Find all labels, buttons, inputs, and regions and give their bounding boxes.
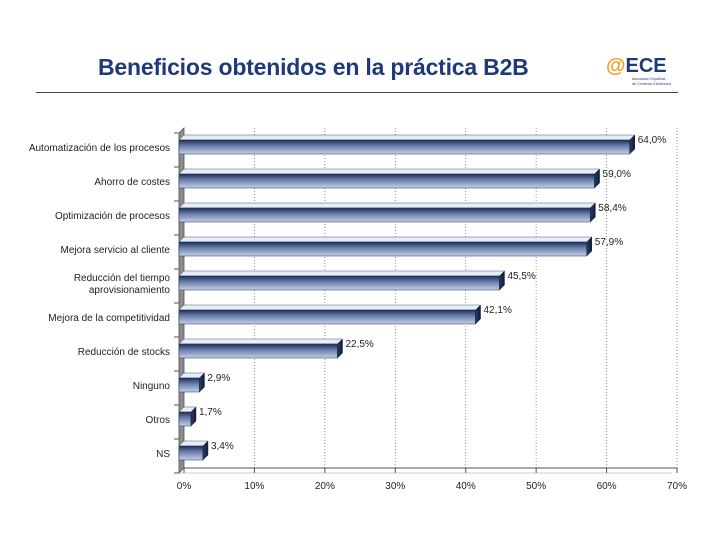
page-title: Beneficios obtenidos en la práctica B2B (98, 54, 529, 80)
data-label: 2,9% (207, 373, 230, 384)
bar (178, 309, 476, 325)
data-label: 22,5% (345, 339, 373, 350)
x-tick-label: 20% (315, 481, 335, 492)
category-label: Ninguno (133, 381, 171, 392)
bar-top (178, 304, 482, 311)
logo-text: @ECE (606, 55, 667, 77)
bar-end (586, 236, 593, 257)
bar-end (594, 168, 600, 189)
category-label: Optimización de procesos (55, 211, 170, 222)
bar (178, 445, 204, 461)
bar-top (178, 168, 601, 175)
bar (178, 173, 595, 189)
bar (178, 207, 591, 223)
bar (178, 343, 338, 359)
logo-subtitle-1: Asociación Española (632, 77, 665, 81)
bar (178, 139, 630, 155)
bar-end (199, 372, 205, 393)
category-label: Mejora de la competitividad (48, 313, 170, 324)
category-label: Reducción de stocks (78, 347, 170, 358)
data-label: 3,4% (211, 441, 234, 452)
logo-subtitle-2: de Comercio Electrónico (632, 82, 671, 86)
category-label: Reducción del tiempo (74, 273, 171, 284)
bar-top (178, 270, 506, 277)
x-tick-label: 0% (177, 481, 192, 492)
bar-end (202, 440, 209, 461)
data-label: 58,4% (598, 203, 626, 214)
x-tick-label: 70% (667, 481, 687, 492)
category-label: Ahorro de costes (94, 177, 170, 188)
bar-end (629, 134, 635, 155)
bar-end (499, 270, 505, 291)
data-label: 64,0% (638, 135, 666, 146)
bar (178, 377, 200, 393)
data-label: 45,5% (507, 271, 535, 282)
x-tick-label: 30% (385, 481, 405, 492)
bar-end (190, 406, 197, 427)
ece-logo: @ECE Asociación Española de Comercio Ele… (606, 55, 671, 86)
bar (178, 275, 500, 291)
data-label: 59,0% (603, 169, 631, 180)
x-tick-label: 50% (526, 481, 546, 492)
bar-end (337, 338, 343, 359)
bar (178, 411, 192, 427)
x-tick-label: 40% (456, 481, 476, 492)
bar-end (590, 202, 596, 223)
category-label: Automatización de los procesos (29, 143, 170, 154)
category-label: Otros (146, 415, 170, 426)
bar-end (475, 304, 481, 325)
x-tick-label: 10% (244, 481, 264, 492)
category-label: Mejora servicio al cliente (61, 245, 171, 256)
title-divider (36, 92, 678, 93)
bar-top (178, 338, 344, 345)
bar-top (178, 202, 596, 209)
bar-top (178, 134, 636, 141)
data-label: 1,7% (199, 407, 222, 418)
bar (178, 241, 588, 257)
data-label: 42,1% (484, 305, 512, 316)
category-label: NS (156, 449, 170, 460)
bar-top (178, 236, 593, 243)
category-label: aprovisionamiento (89, 285, 171, 296)
x-tick-label: 60% (597, 481, 617, 492)
data-label: 57,9% (595, 237, 623, 248)
